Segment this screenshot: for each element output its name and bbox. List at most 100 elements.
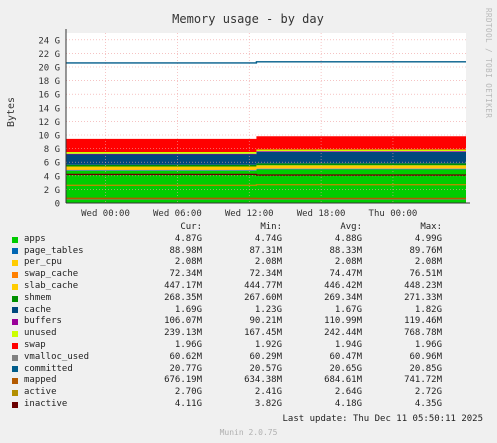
area-unused	[66, 149, 466, 154]
y-tick-label-10: 10 G	[38, 132, 60, 142]
y-tick-label-24: 24 G	[38, 36, 60, 46]
legend-name: apps	[24, 233, 46, 244]
legend-avg: 20.65G	[329, 363, 362, 374]
chart-title: Memory usage - by day	[172, 12, 324, 26]
legend-name: mapped	[24, 375, 57, 386]
legend-cur: 60.62M	[169, 351, 202, 362]
x-tick-label: Thu 00:00	[369, 209, 418, 219]
legend-min: 20.57G	[249, 363, 282, 374]
legend-swatch	[12, 272, 18, 279]
area-shmem	[66, 163, 466, 167]
legend-min: 2.41G	[254, 387, 282, 398]
legend-row: swap 1.96G 1.92G 1.94G 1.96G	[12, 340, 487, 352]
legend-max: 1.82G	[414, 304, 442, 315]
y-axis-label: Bytes	[6, 97, 17, 127]
line-active	[66, 183, 466, 187]
legend-avg: 684.61M	[324, 375, 362, 386]
legend-min: 444.77M	[244, 280, 282, 291]
legend-row: vmalloc_used 60.62M 60.29M 60.47M 60.96M	[12, 352, 487, 364]
legend-name: swap_cache	[24, 269, 79, 280]
y-tick-label-0: 0	[55, 200, 60, 210]
legend-avg: 2.64G	[334, 387, 362, 398]
legend-row: slab_cache 447.17M 444.77M 446.42M 448.23M	[12, 281, 487, 293]
y-tick-label-16: 16 G	[38, 91, 60, 101]
legend-swatch	[12, 366, 18, 373]
legend-max: 60.96M	[409, 351, 442, 362]
legend-avg: 242.44M	[324, 328, 362, 339]
legend-cur: 239.13M	[164, 328, 202, 339]
legend-avg: 74.47M	[329, 269, 362, 280]
legend-min: 1.92G	[254, 339, 282, 350]
legend-cur: 20.77G	[169, 363, 202, 374]
legend-swatch	[12, 342, 18, 349]
legend-min: 2.08M	[254, 257, 282, 268]
y-tick-label-20: 20 G	[38, 64, 60, 74]
legend-cur: 1.69G	[174, 304, 202, 315]
legend-min: 267.60M	[244, 292, 282, 303]
legend-max: 448.23M	[404, 280, 442, 291]
legend-row: mapped 676.19M 634.38M 684.61M 741.72M	[12, 375, 487, 387]
legend-swatch	[12, 283, 18, 290]
line-inactive	[66, 173, 466, 176]
legend-row: cache 1.69G 1.23G 1.67G 1.82G	[12, 305, 487, 317]
y-tick-label-12: 12 G	[38, 118, 60, 128]
legend-avg: 60.47M	[329, 351, 362, 362]
legend-header-avg: Avg:	[340, 222, 362, 232]
last-update: Last update: Thu Dec 11 05:50:11 2025	[282, 414, 483, 424]
memory-chart: Memory usage - by day Bytes 0 2 G 4 G 6 G 8 …	[6, 12, 470, 219]
legend-swatch	[12, 295, 18, 302]
area-slab_cache	[66, 165, 466, 170]
legend-max: 76.51M	[409, 269, 442, 280]
stacked-areas	[66, 136, 466, 203]
legend-cur: 2.70G	[174, 387, 202, 398]
legend-swatch	[12, 390, 18, 397]
legend-cur: 2.08M	[174, 257, 202, 268]
legend-swatch	[12, 378, 18, 385]
legend-swatch	[12, 260, 18, 267]
legend-max: 2.72G	[414, 387, 442, 398]
legend-avg: 110.99M	[324, 316, 362, 327]
legend-min: 72.34M	[249, 269, 282, 280]
legend-max: 741.72M	[404, 375, 442, 386]
legend-row: unused 239.13M 167.45M 242.44M 768.78M	[12, 328, 487, 340]
area-buffers	[66, 151, 466, 155]
legend-avg: 1.67G	[334, 304, 362, 315]
legend-min: 4.74G	[254, 233, 282, 244]
y-tick-label-4: 4 G	[44, 172, 60, 182]
legend-min: 1.23G	[254, 304, 282, 315]
x-tick-label: Wed 00:00	[81, 209, 130, 219]
legend-row: committed 20.77G 20.57G 20.65G 20.85G	[12, 364, 487, 376]
area-page_tables	[66, 168, 466, 171]
legend-avg: 269.34M	[324, 292, 362, 303]
legend-max: 1.96G	[414, 339, 442, 350]
y-tick-label-8: 8 G	[44, 145, 60, 155]
legend-min: 87.31M	[249, 245, 282, 256]
legend-cur: 88.98M	[169, 245, 202, 256]
legend-row: page_tables 88.98M 87.31M 88.33M 89.76M	[12, 246, 487, 258]
legend-row: per_cpu 2.08M 2.08M 2.08M 2.08M	[12, 257, 487, 269]
legend-avg: 4.18G	[334, 398, 362, 409]
legend-name: cache	[24, 304, 52, 315]
legend-min: 167.45M	[244, 328, 282, 339]
legend-cur: 676.19M	[164, 375, 202, 386]
legend-name: active	[24, 387, 57, 398]
area-swap_cache	[66, 168, 466, 171]
legend-cur: 4.11G	[174, 398, 202, 409]
legend-name: shmem	[24, 292, 52, 303]
legend-max: 768.78M	[404, 328, 442, 339]
legend-avg: 88.33M	[329, 245, 362, 256]
legend-avg: 1.94G	[334, 339, 362, 350]
legend-min: 634.38M	[244, 375, 282, 386]
legend-cur: 268.35M	[164, 292, 202, 303]
legend-avg: 446.42M	[324, 280, 362, 291]
y-tick-label-2: 2 G	[44, 186, 60, 196]
legend-header-max: Max:	[420, 222, 442, 232]
legend-row: shmem 268.35M 267.60M 269.34M 271.33M	[12, 293, 487, 305]
y-tick-label-14: 14 G	[38, 104, 60, 114]
legend-header-cur: Cur:	[180, 222, 202, 232]
x-tick-label: Wed 18:00	[297, 209, 346, 219]
y-tick-label-18: 18 G	[38, 77, 60, 87]
legend-max: 89.76M	[409, 245, 442, 256]
x-ticks: Wed 00:00 Wed 06:00 Wed 12:00 Wed 18:00 Thu …	[81, 209, 417, 219]
legend-avg: 2.08M	[334, 257, 362, 268]
